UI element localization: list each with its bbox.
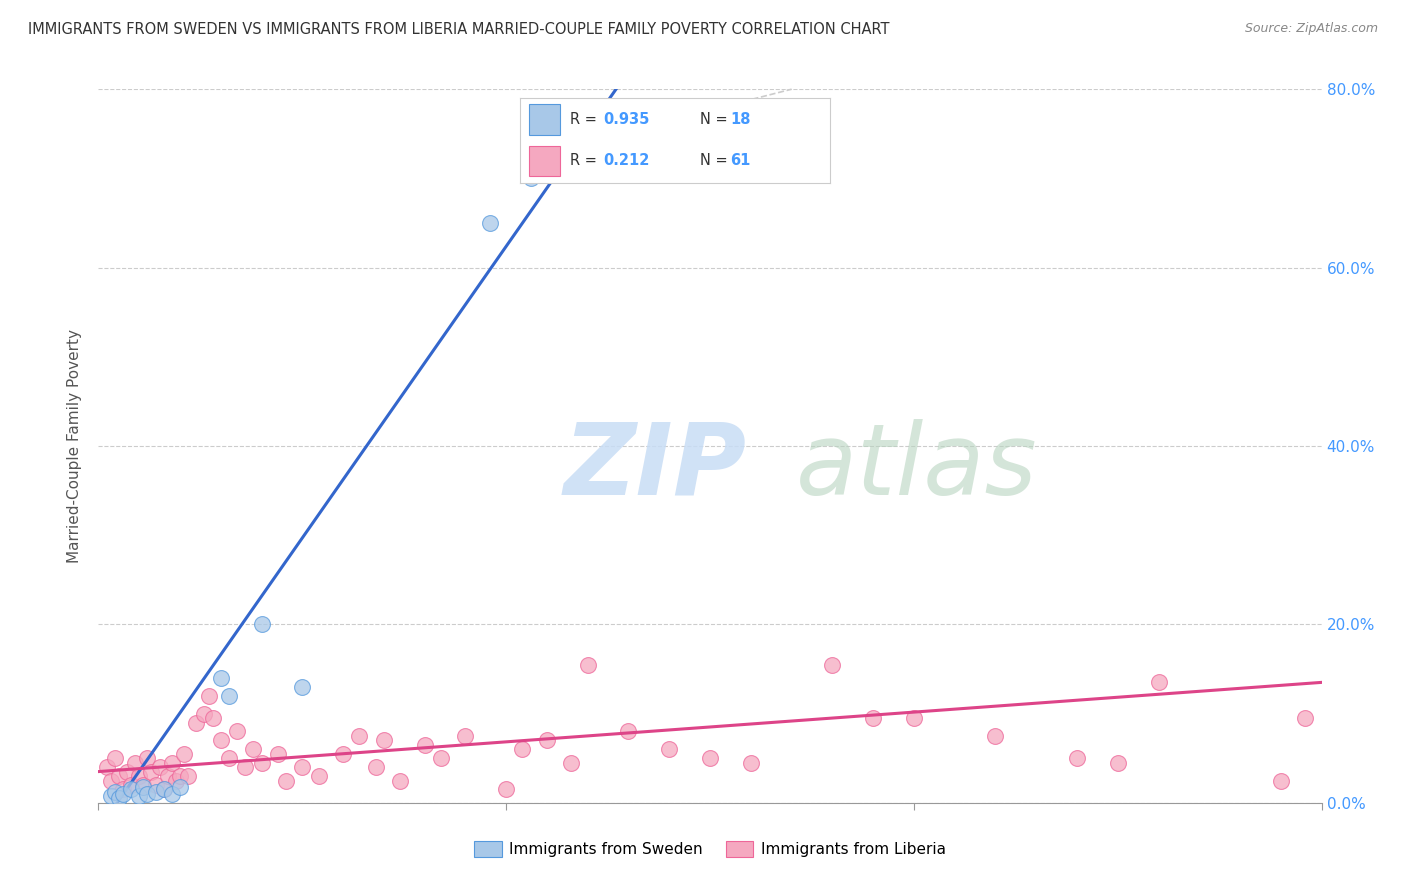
Point [699,751,721,765]
Point [115,764,138,779]
Point [197,689,219,703]
Point [209,671,232,685]
Point [413,738,436,752]
Point [512,742,534,756]
Text: R =: R = [569,153,602,169]
Text: Source: ZipAtlas.com: Source: ZipAtlas.com [1244,22,1378,36]
Point [903,711,925,725]
Point [576,657,599,672]
Point [250,617,273,632]
Point [145,785,167,799]
Point [145,778,167,792]
Point [169,780,191,794]
Point [124,756,146,770]
Point [495,782,517,797]
Point [617,724,640,739]
Point [156,769,179,783]
Point [141,764,163,779]
Text: 0.212: 0.212 [603,153,650,169]
Text: N =: N = [700,153,733,169]
Bar [530,104,561,135]
Point [173,747,195,761]
Text: R =: R = [569,112,602,127]
Point [165,773,187,788]
Point [100,789,122,803]
Point [389,773,412,788]
Point [658,742,681,756]
Point [152,782,174,797]
Point [1270,773,1292,788]
Point [218,689,240,703]
Point [1066,751,1088,765]
Point [332,747,354,761]
Point [478,216,501,230]
Point [430,751,453,765]
Text: 61: 61 [731,153,751,169]
Point [152,782,174,797]
Point [136,787,159,801]
Y-axis label: Married-Couple Family Poverty: Married-Couple Family Poverty [67,329,83,563]
Point [218,751,240,765]
Point [160,756,183,770]
Point [560,756,582,770]
Point [242,742,264,756]
Point [108,791,131,805]
Bar [530,145,561,176]
Point [128,789,150,803]
Point [177,769,200,783]
Point [160,787,183,801]
Point [1147,675,1170,690]
Point [108,769,131,783]
Point [209,733,232,747]
Point [136,751,159,765]
Point [984,729,1007,743]
Legend: Immigrants from Sweden, Immigrants from Liberia: Immigrants from Sweden, Immigrants from … [468,835,952,863]
Point [267,747,290,761]
Point [821,657,844,672]
Point [132,778,155,792]
Point [250,756,273,770]
Point [193,706,215,721]
Point [111,787,134,801]
Point [169,769,191,783]
Point [104,751,127,765]
Point [120,782,142,797]
Point [132,780,155,794]
Text: IMMIGRANTS FROM SWEDEN VS IMMIGRANTS FROM LIBERIA MARRIED-COUPLE FAMILY POVERTY : IMMIGRANTS FROM SWEDEN VS IMMIGRANTS FRO… [28,22,890,37]
Point [104,785,127,799]
Point [149,760,172,774]
Point [291,760,314,774]
Point [364,760,387,774]
Point [1294,711,1316,725]
Text: ZIP: ZIP [564,419,747,516]
Text: 18: 18 [731,112,751,127]
Point [201,711,224,725]
Point [862,711,884,725]
Point [96,760,118,774]
Point [536,733,558,747]
Point [100,773,122,788]
Point [274,773,297,788]
Point [120,778,142,792]
Point [308,769,330,783]
Point [454,729,477,743]
Point [373,733,395,747]
Point [233,760,256,774]
Point [128,769,150,783]
Text: atlas: atlas [796,419,1038,516]
Point [291,680,314,694]
Point [349,729,371,743]
Point [111,782,134,797]
Point [186,715,208,730]
Text: N =: N = [700,112,733,127]
Point [1107,756,1129,770]
Text: 0.935: 0.935 [603,112,650,127]
Point [226,724,249,739]
Point [519,171,541,186]
Point [740,756,762,770]
